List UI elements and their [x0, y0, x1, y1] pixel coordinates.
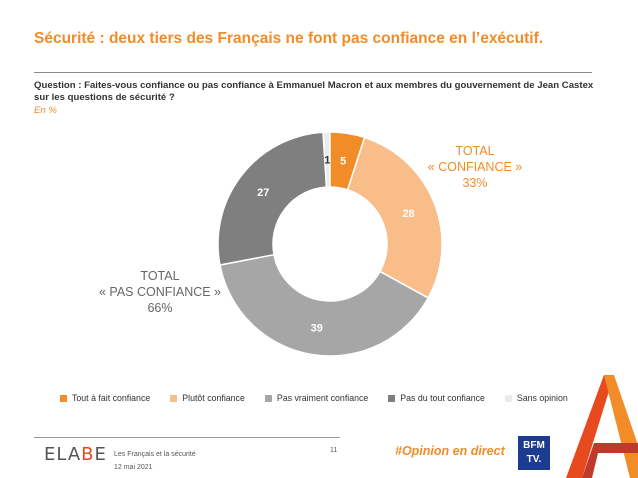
unit-label: En %	[34, 105, 57, 116]
legend-swatch-4	[504, 394, 512, 402]
total-confidence: TOTAL « CONFIANCE » 33%	[420, 143, 530, 191]
total-confidence-value: 33%	[462, 176, 488, 190]
legend-item-2: Pas vraiment confiance	[264, 393, 369, 403]
legend-label-2: Pas vraiment confiance	[276, 393, 369, 403]
legend-item-4: Sans opinion	[504, 393, 568, 403]
legend-label-0: Tout à fait confiance	[72, 393, 151, 403]
total-no-confidence-line2: « PAS CONFIANCE »	[98, 285, 222, 299]
hashtag: #Opinion en direct	[395, 444, 505, 458]
slice-label-1: 28	[402, 208, 414, 220]
logo-part-1: ELA	[44, 444, 82, 465]
logo-part-2: E	[94, 444, 107, 465]
total-no-confidence-value: 66%	[147, 301, 173, 315]
footer-subtitle: Les Français et la sécurité 12 mai 2021	[114, 448, 196, 474]
legend-label-4: Sans opinion	[516, 393, 568, 403]
legend-label-1: Plutôt confiance	[182, 393, 245, 403]
footer-date: 12 mai 2021	[114, 464, 153, 471]
page-title: Sécurité : deux tiers des Français ne fo…	[34, 30, 544, 47]
legend-item-1: Plutôt confiance	[170, 393, 245, 403]
logo-accent: B	[81, 444, 95, 465]
slice-label-3: 27	[257, 187, 269, 199]
bfmtv-logo-line1: BFM	[523, 440, 545, 451]
donut-slice-1	[346, 136, 443, 299]
donut-slice-labels: 1 5 28 39 27	[257, 155, 415, 335]
slice-label-4: 1	[324, 155, 330, 167]
page-number: 11	[330, 447, 338, 454]
legend-swatch-0	[60, 394, 67, 402]
elabe-corner-logo	[566, 375, 638, 478]
total-no-confidence: TOTAL « PAS CONFIANCE » 66%	[95, 268, 225, 316]
bfmtv-logo-line2: TV.	[526, 454, 542, 465]
legend-swatch-2	[264, 394, 272, 402]
chart-legend: Tout à fait confiance Plutôt confiance Pas…	[60, 393, 568, 403]
total-confidence-line2: « CONFIANCE »	[427, 160, 523, 174]
slice-label-2: 39	[311, 322, 323, 334]
donut-slice-3	[217, 131, 328, 266]
legend-swatch-3	[388, 394, 396, 402]
legend-swatch-1	[170, 394, 178, 402]
donut-slices	[217, 131, 443, 357]
title-divider	[34, 72, 592, 73]
question-text: Question : Faites-vous confiance ou pas …	[34, 80, 594, 103]
bfmtv-logo: BFM TV.	[518, 436, 550, 470]
elabe-logo: ELABE	[44, 444, 107, 465]
legend-label-3: Pas du tout confiance	[400, 393, 485, 403]
footer-study-title: Les Français et la sécurité	[114, 451, 196, 458]
slice-label-0: 5	[340, 156, 346, 168]
total-no-confidence-line1: TOTAL	[140, 269, 180, 283]
donut-slice-2	[219, 253, 430, 357]
legend-item-3: Pas du tout confiance	[388, 393, 485, 403]
legend-item-0: Tout à fait confiance	[60, 393, 150, 403]
footer-divider	[34, 437, 340, 438]
total-confidence-line1: TOTAL	[455, 144, 495, 158]
